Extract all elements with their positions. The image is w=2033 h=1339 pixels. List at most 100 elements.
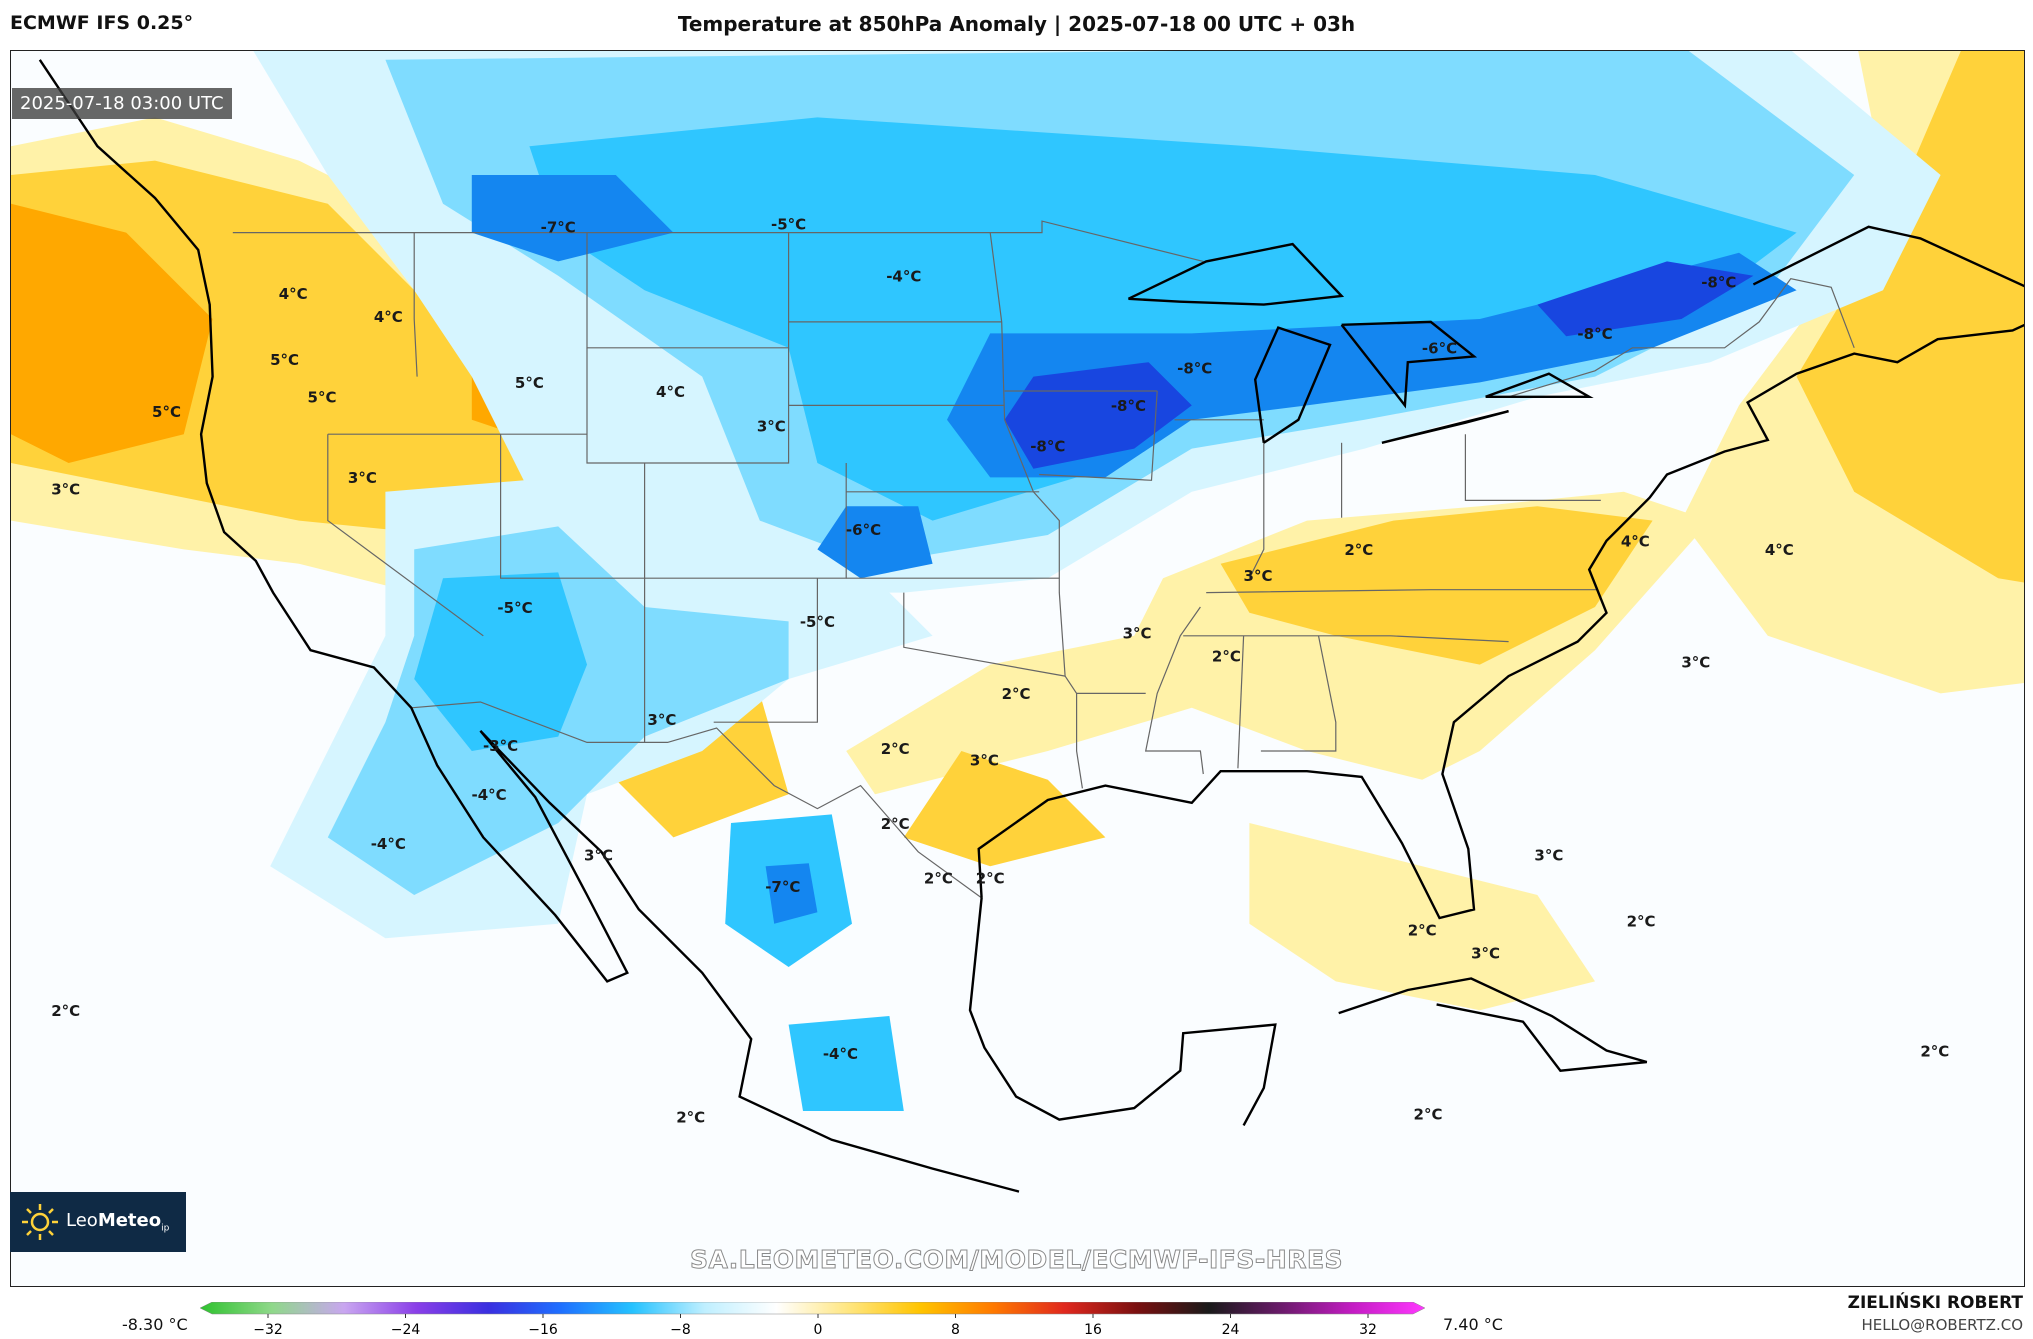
cold-central-mexico bbox=[788, 1016, 904, 1111]
contour-label: -6°C bbox=[846, 521, 881, 539]
contour-label: 3°C bbox=[647, 711, 676, 729]
border-nm-tx bbox=[713, 578, 819, 723]
border-plains-east bbox=[989, 232, 1083, 789]
contour-label: 5°C bbox=[152, 403, 181, 421]
border-id-wa bbox=[413, 232, 418, 377]
contour-labels: -7°C -5°C -4°C 4°C 4°C 5°C 5°C 4°C 5°C 5°C 3°C 3°C 3… bbox=[51, 216, 1949, 1127]
warm-west-coast-strong bbox=[11, 203, 213, 464]
contour-label: 2°C bbox=[1344, 541, 1373, 559]
contour-label: -8°C bbox=[1111, 397, 1146, 415]
contour-label: 2°C bbox=[924, 870, 953, 888]
contour-label: -4°C bbox=[823, 1045, 858, 1063]
map-panel[interactable]: -7°C -5°C -4°C 4°C 4°C 5°C 5°C 4°C 5°C 5°C 3°C 3°C 3… bbox=[10, 50, 2025, 1287]
cold-mexico-core bbox=[765, 863, 818, 924]
contour-label: 2°C bbox=[1920, 1042, 1949, 1060]
contour-label: 3°C bbox=[1244, 567, 1273, 585]
border-mt-wy bbox=[586, 232, 790, 349]
logo-text: LeoMeteoip bbox=[66, 1210, 170, 1234]
contour-label: 4°C bbox=[279, 285, 308, 303]
contour-label: 2°C bbox=[881, 815, 910, 833]
contour-label: 3°C bbox=[970, 751, 999, 769]
coast-atlantic bbox=[977, 225, 2024, 920]
border-utah bbox=[500, 434, 646, 579]
contour-label: 2°C bbox=[1408, 921, 1437, 939]
author-name: ZIELIŃSKI ROBERT bbox=[1847, 1293, 2023, 1313]
sun-icon bbox=[22, 1204, 58, 1240]
contour-label: -8°C bbox=[1030, 438, 1065, 456]
contour-label: 2°C bbox=[676, 1109, 705, 1127]
border-il-in bbox=[1248, 442, 1265, 579]
border-36n bbox=[1206, 589, 1598, 594]
model-name: ECMWF IFS 0.25° bbox=[10, 12, 194, 34]
contour-label: 5°C bbox=[308, 389, 337, 407]
contour-label: 3°C bbox=[757, 417, 786, 435]
border-pa bbox=[1464, 434, 1601, 501]
coast-cuba bbox=[1338, 977, 1648, 1072]
contour-label: -4°C bbox=[371, 835, 406, 853]
contour-label: 3°C bbox=[348, 469, 377, 487]
contour-label: 4°C bbox=[656, 383, 685, 401]
coast-lake-michigan bbox=[1253, 326, 1332, 444]
colorbar-tick-label: −24 bbox=[391, 1322, 421, 1338]
cold-iowa-core bbox=[1004, 362, 1192, 469]
colorbar-gradient bbox=[200, 1302, 1425, 1315]
warm-texas bbox=[903, 751, 1106, 867]
colorbar-tick-label: 32 bbox=[1359, 1322, 1377, 1338]
coast-lake-ontario bbox=[1485, 372, 1594, 398]
colorbar-tick-label: 8 bbox=[951, 1322, 960, 1338]
contour-label: -7°C bbox=[541, 219, 576, 237]
contour-label: 2°C bbox=[1414, 1106, 1443, 1124]
contour-label: -8°C bbox=[1577, 325, 1612, 343]
border-ca-nv bbox=[327, 434, 484, 637]
contour-label: 3°C bbox=[51, 481, 80, 499]
contour-label: 4°C bbox=[1621, 533, 1650, 551]
contour-label: 2°C bbox=[1002, 685, 1031, 703]
contour-label: 2°C bbox=[51, 1002, 80, 1020]
contour-label: 2°C bbox=[976, 870, 1005, 888]
warm-gulf-florida-light bbox=[1249, 823, 1595, 1011]
watermark-url: SA.LEOMETEO.COM/MODEL/ECMWF-IFS-HRES bbox=[689, 1245, 1344, 1275]
coast-lake-superior bbox=[1127, 242, 1345, 306]
contour-label: 3°C bbox=[584, 846, 613, 864]
border-al-ga bbox=[1260, 635, 1337, 752]
cold-ontario-core bbox=[1537, 261, 1754, 337]
colorbar-max-label: 7.40 °C bbox=[1443, 1315, 1503, 1334]
border-ok-tx bbox=[903, 592, 1066, 677]
cold-alberta-strong bbox=[471, 175, 674, 262]
coastline bbox=[38, 59, 2024, 1193]
colorbar-tick-label: 16 bbox=[1084, 1322, 1102, 1338]
contour-label: -7°C bbox=[765, 878, 800, 896]
valid-time-badge: 2025-07-18 03:00 UTC bbox=[12, 88, 232, 119]
contour-label: -5°C bbox=[771, 216, 806, 234]
warm-ohio-valley bbox=[1220, 506, 1653, 665]
colorbar-tick-label: 0 bbox=[814, 1322, 823, 1338]
author-email: HELLO@ROBERTZ.CO bbox=[1861, 1316, 2023, 1334]
coast-pacific bbox=[38, 59, 1020, 1193]
state-borders bbox=[232, 220, 1855, 899]
contour-label: 3°C bbox=[1681, 654, 1710, 672]
border-us-canada-west bbox=[232, 220, 1204, 262]
colorbar: −32 −24 −16 −8 0 8 16 24 32 bbox=[200, 1302, 1425, 1338]
border-ms-al bbox=[1237, 635, 1245, 769]
contour-label: -6°C bbox=[1422, 340, 1457, 358]
border-mississippi-river bbox=[1144, 606, 1204, 775]
contour-label: -4°C bbox=[472, 786, 507, 804]
contour-label: -5°C bbox=[497, 599, 532, 617]
contour-label: 3°C bbox=[1471, 944, 1500, 962]
contour-label: 2°C bbox=[1212, 648, 1241, 666]
border-us-canada-east bbox=[1508, 278, 1855, 398]
coast-gulf-mexico bbox=[968, 897, 1277, 1126]
contour-label: 4°C bbox=[374, 308, 403, 326]
colorbar-min-label: -8.30 °C bbox=[122, 1315, 188, 1334]
contour-label: 5°C bbox=[515, 374, 544, 392]
contour-label: -3°C bbox=[483, 737, 518, 755]
colorbar-tick-label: −16 bbox=[528, 1322, 558, 1338]
anomaly-map: -7°C -5°C -4°C 4°C 4°C 5°C 5°C 4°C 5°C 5°C 3°C 3°C 3… bbox=[11, 51, 2024, 1286]
leometeo-logo[interactable]: LeoMeteoip bbox=[10, 1192, 186, 1252]
colorbar-tick-label: −32 bbox=[253, 1322, 283, 1338]
border-35n bbox=[1183, 635, 1509, 643]
contour-label: 3°C bbox=[1534, 846, 1563, 864]
chart-title: Temperature at 850hPa Anomaly | 2025-07-… bbox=[677, 12, 1356, 36]
contour-label: 3°C bbox=[1123, 625, 1152, 643]
colorbar-tick-label: −8 bbox=[670, 1322, 691, 1338]
